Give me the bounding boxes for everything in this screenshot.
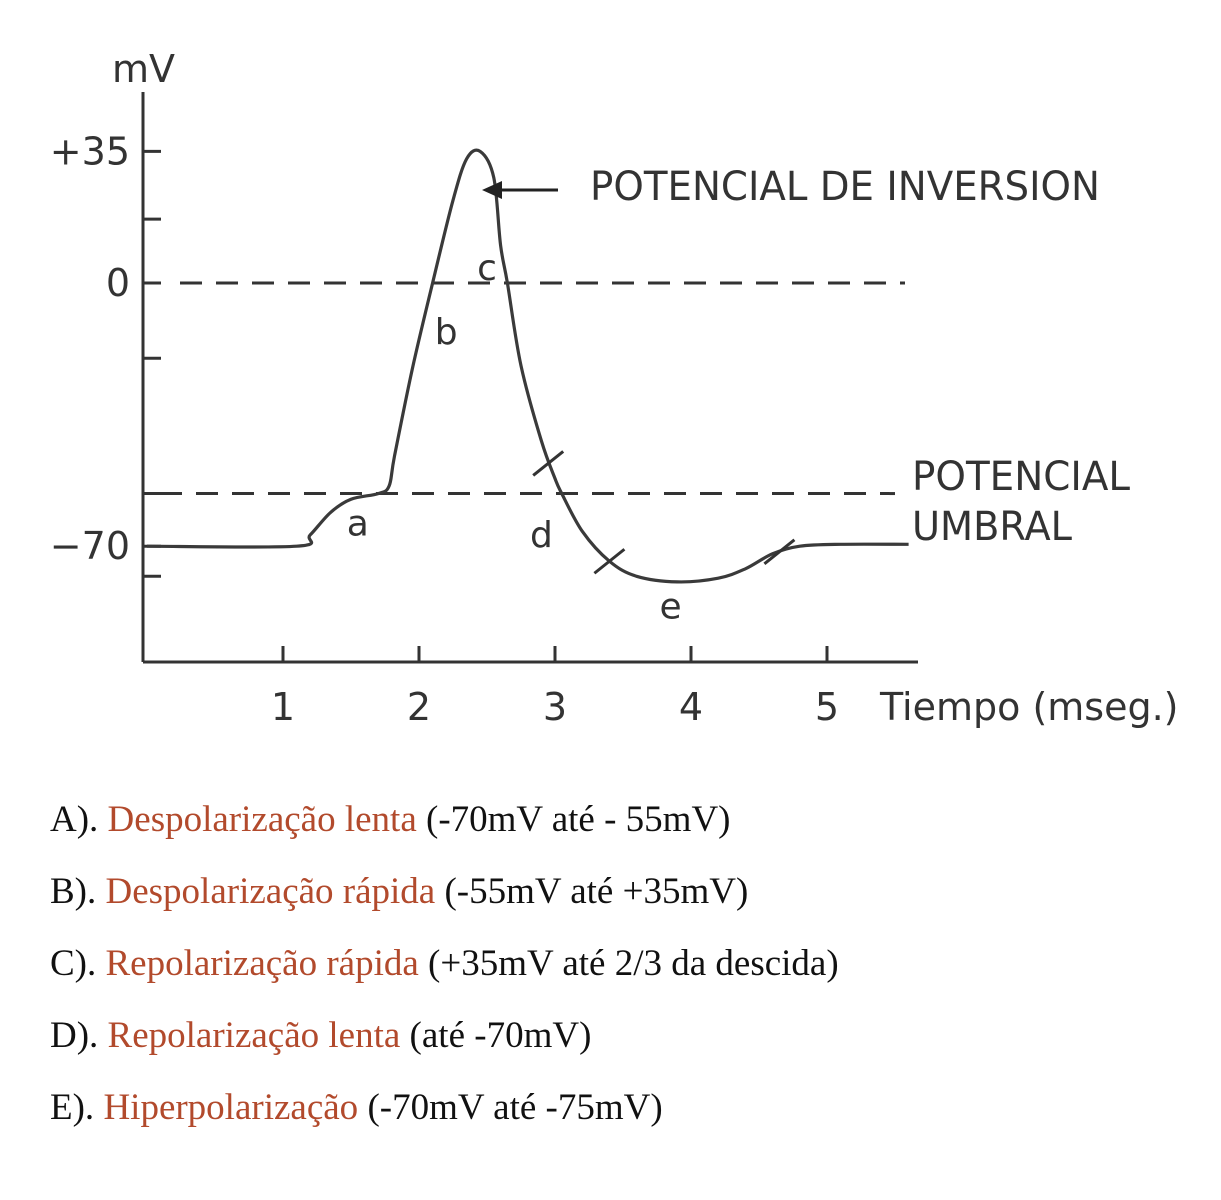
segment-mark bbox=[763, 538, 796, 566]
legend-name: Despolarização lenta bbox=[107, 799, 417, 840]
threshold-label-line2: UMBRAL bbox=[912, 504, 1073, 550]
threshold-label-line1: POTENCIAL bbox=[912, 454, 1131, 500]
legend-detail: (-70mV até -75mV) bbox=[358, 1087, 663, 1128]
ticks: 1 2 3 4 5 +35 0 −70 bbox=[50, 129, 839, 729]
phase-label-b: b bbox=[435, 312, 458, 353]
legend-name: Hiperpolarização bbox=[103, 1087, 359, 1128]
x-tick-label: 1 bbox=[271, 685, 295, 729]
y-tick-label: 0 bbox=[106, 261, 130, 305]
legend-item-b: B). Despolarização rápida (-55mV até +35… bbox=[50, 867, 1200, 939]
annotations: POTENCIAL DE INVERSION POTENCIAL UMBRAL bbox=[482, 164, 1131, 550]
phase-label-c: c bbox=[477, 248, 497, 289]
phase-label-e: e bbox=[660, 586, 682, 627]
inversion-label: POTENCIAL DE INVERSION bbox=[590, 164, 1100, 210]
x-axis-label: Tiempo (mseg.) bbox=[879, 685, 1179, 729]
legend-prefix: C). bbox=[50, 943, 106, 984]
x-tick-label: 5 bbox=[815, 685, 839, 729]
y-tick-label: +35 bbox=[50, 129, 130, 173]
inversion-arrowhead bbox=[482, 181, 502, 199]
point-labels: a bc d e bbox=[347, 248, 682, 627]
x-tick-label: 2 bbox=[407, 685, 431, 729]
legend-detail: (-55mV até +35mV) bbox=[435, 871, 749, 912]
legend-prefix: A). bbox=[50, 799, 108, 840]
y-tick-label: −70 bbox=[50, 524, 130, 568]
legend-name: Repolarização rápida bbox=[105, 943, 419, 984]
guide-lines bbox=[160, 281, 905, 496]
legend-item-c: C). Repolarização rápida (+35mV até 2/3 … bbox=[50, 939, 1200, 1011]
segment-mark bbox=[532, 450, 565, 477]
action-potential-chart: mV Tiempo (mseg.) 1 2 3 4 5 +35 0 −70 a bc d e POT… bbox=[50, 47, 1179, 729]
legend-detail: (-70mV até - 55mV) bbox=[416, 799, 731, 840]
legend-prefix: D). bbox=[50, 1015, 108, 1056]
legend-item-e: E). Hiperpolarização (-70mV até -75mV) bbox=[50, 1083, 1200, 1155]
legend-item-a: A). Despolarização lenta (-70mV até - 55… bbox=[50, 795, 1200, 867]
axes: mV Tiempo (mseg.) bbox=[112, 47, 1179, 729]
phase-label-d: d bbox=[530, 515, 553, 556]
segment-mark bbox=[593, 548, 626, 575]
phase-label-a: a bbox=[347, 504, 369, 545]
legend-prefix: B). bbox=[50, 871, 106, 912]
action-potential-curve bbox=[146, 148, 909, 584]
legend-item-d: D). Repolarização lenta (até -70mV) bbox=[50, 1011, 1200, 1083]
legend-name: Despolarização rápida bbox=[105, 871, 436, 912]
legend-name: Repolarização lenta bbox=[107, 1015, 401, 1056]
legend-detail: (até -70mV) bbox=[400, 1015, 592, 1056]
legend-detail: (+35mV até 2/3 da descida) bbox=[418, 943, 839, 984]
x-tick-label: 4 bbox=[679, 685, 703, 729]
curve-layer bbox=[146, 148, 909, 584]
x-tick-label: 3 bbox=[543, 685, 567, 729]
legend-prefix: E). bbox=[50, 1087, 104, 1128]
phase-legend: A). Despolarização lenta (-70mV até - 55… bbox=[50, 795, 1200, 1155]
y-axis-label: mV bbox=[112, 47, 175, 91]
